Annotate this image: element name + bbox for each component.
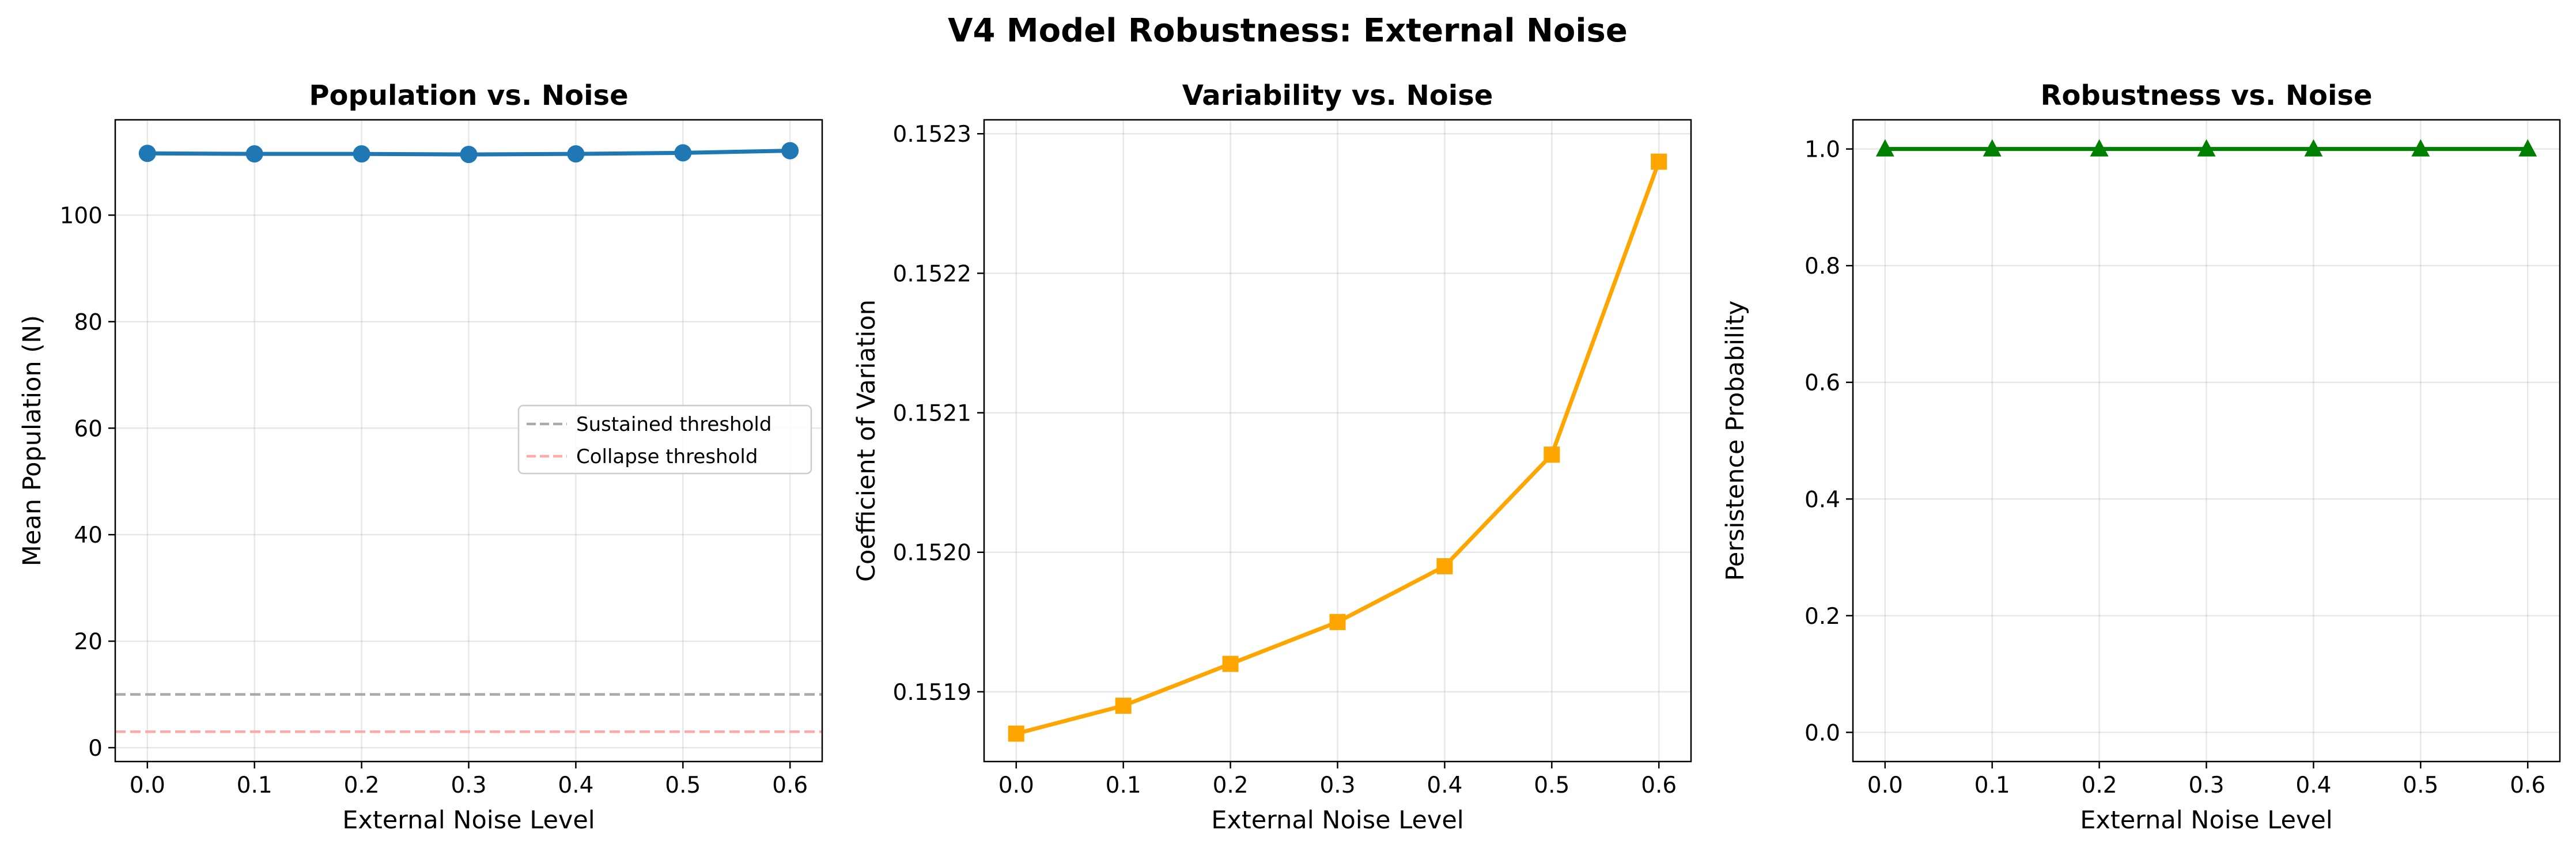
data-point	[2304, 139, 2323, 157]
x-tick-label: 0.0	[1867, 772, 1903, 798]
robustness-panel: 0.0 0.1 0.2 0.3 0.4 0.5 0.6 0.0 0.2 0.4 0.6 0.8 1.0 R…	[1721, 79, 2561, 835]
data-point	[138, 145, 156, 162]
y-tick-label: 0.1522	[893, 261, 971, 287]
data-point	[2411, 139, 2430, 157]
x-tick-label: 0.2	[2082, 772, 2117, 798]
data-point	[1983, 139, 2002, 157]
data-point	[1222, 656, 1239, 672]
x-tick-label: 0.4	[558, 772, 593, 798]
x-tick-label: 0.5	[665, 772, 701, 798]
y-tick-label: 0.1523	[893, 122, 971, 147]
population-panel: 0.0 0.1 0.2 0.3 0.4 0.5 0.6 0 20 40 60 80 100 Populat…	[18, 79, 823, 835]
y-tick-label: 100	[60, 203, 103, 229]
y-tick-label: 0	[88, 736, 103, 762]
legend: Sustained threshold Collapse threshold	[517, 404, 812, 475]
x-tick-label: 0.4	[1427, 772, 1462, 798]
x-tick-label: 0.6	[772, 772, 808, 798]
population-chart-title: Population vs. Noise	[309, 79, 628, 112]
y-tick-label: 0.0	[1805, 720, 1840, 746]
data-point	[674, 144, 692, 162]
data-point	[353, 145, 370, 163]
data-point	[1436, 558, 1453, 574]
y-tick-label: 1.0	[1805, 137, 1840, 163]
robustness-chart-title: Robustness vs. Noise	[2040, 79, 2372, 112]
y-tick-label: 0.1520	[893, 540, 971, 566]
y-tick-label: 60	[74, 416, 103, 442]
data-point	[1544, 446, 1560, 463]
y-tick-label: 40	[74, 522, 103, 548]
x-axis-label: External Noise Level	[342, 806, 595, 835]
y-tick-label: 0.4	[1805, 487, 1840, 513]
data-point	[781, 142, 799, 160]
y-tick-label: 0.1521	[893, 401, 971, 427]
y-axis-label: Persistence Probability	[1721, 301, 1750, 581]
variability-panel: 0.0 0.1 0.2 0.3 0.4 0.5 0.6 0.1519 0.1520 0.1521 0…	[852, 79, 1692, 835]
data-point	[1875, 139, 1894, 157]
y-tick-label: 0.2	[1805, 604, 1840, 630]
data-point	[2518, 139, 2537, 157]
x-tick-label: 0.6	[1641, 772, 1677, 798]
data-point	[2090, 139, 2109, 157]
x-tick-label: 0.1	[237, 772, 273, 798]
y-tick-label: 0.1519	[893, 680, 971, 706]
data-point	[2197, 139, 2216, 157]
data-point	[567, 145, 585, 163]
legend-box	[517, 404, 812, 475]
data-point	[245, 145, 263, 163]
x-tick-label: 0.1	[1106, 772, 1141, 798]
data-point	[1008, 725, 1024, 742]
x-tick-label: 0.3	[2188, 772, 2224, 798]
x-tick-label: 0.1	[1974, 772, 2010, 798]
y-tick-label: 80	[74, 309, 103, 335]
x-tick-label: 0.2	[1213, 772, 1249, 798]
x-tick-label: 0.0	[998, 772, 1034, 798]
y-tick-label: 0.8	[1805, 253, 1840, 279]
data-point	[1651, 153, 1667, 170]
x-tick-label: 0.3	[451, 772, 486, 798]
x-axis-label: External Noise Level	[1211, 806, 1464, 835]
data-point	[1329, 613, 1346, 630]
figure-title: V4 Model Robustness: External Noise	[948, 12, 1628, 50]
x-tick-label: 0.3	[1319, 772, 1355, 798]
y-axis-label: Coefficient of Variation	[852, 300, 881, 582]
legend-label: Sustained threshold	[576, 413, 771, 436]
y-tick-label: 20	[74, 629, 103, 655]
x-tick-label: 0.2	[344, 772, 380, 798]
y-tick-label: 0.6	[1805, 370, 1840, 396]
x-tick-label: 0.6	[2510, 772, 2545, 798]
data-point	[1115, 698, 1132, 714]
legend-label: Collapse threshold	[576, 445, 758, 468]
variability-chart-title: Variability vs. Noise	[1182, 79, 1493, 112]
x-tick-label: 0.4	[2295, 772, 2331, 798]
x-tick-label: 0.5	[1534, 772, 1569, 798]
data-point	[460, 146, 478, 164]
x-tick-label: 0.5	[2403, 772, 2438, 798]
y-axis-label: Mean Population (N)	[18, 315, 47, 566]
x-tick-label: 0.0	[130, 772, 165, 798]
x-axis-label: External Noise Level	[2080, 806, 2333, 835]
